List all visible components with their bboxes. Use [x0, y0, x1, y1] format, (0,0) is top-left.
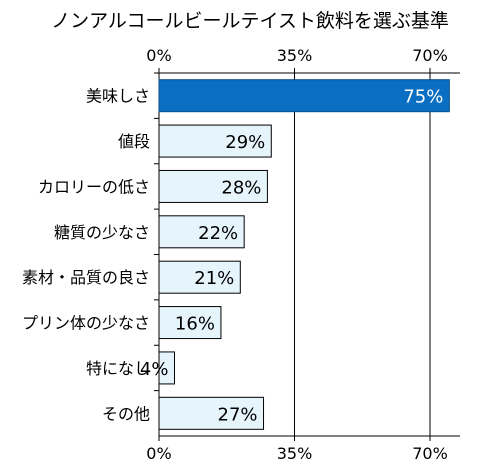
- data-label: 29%: [225, 132, 265, 153]
- bar: [158, 124, 272, 158]
- data-label: 27%: [218, 404, 258, 425]
- tick-label-bottom: 70%: [412, 444, 448, 463]
- bar: [158, 79, 450, 113]
- data-label: 22%: [198, 223, 238, 244]
- data-label: 16%: [175, 314, 215, 335]
- tick-label-top: 70%: [412, 46, 448, 65]
- data-label: 28%: [221, 177, 261, 198]
- tick-label-bottom: 35%: [277, 444, 313, 463]
- chart-title: ノンアルコールビールテイスト飲料を選ぶ基準: [51, 10, 449, 32]
- tick-label-top: 0%: [146, 46, 171, 65]
- category-label: その他: [102, 404, 150, 423]
- bar: [158, 306, 222, 340]
- bar: [158, 260, 241, 294]
- category-label: カロリーの低さ: [38, 177, 150, 196]
- data-label: 75%: [403, 87, 443, 108]
- bar: [158, 215, 245, 249]
- category-label: 特になし: [86, 359, 150, 378]
- category-label: 美味しさ: [86, 87, 150, 106]
- data-label: 21%: [194, 268, 234, 289]
- category-label: 値段: [118, 132, 150, 151]
- category-label: 素材・品質の良さ: [22, 268, 150, 287]
- tick-label-top: 35%: [277, 46, 313, 65]
- category-label: 糖質の少なさ: [54, 223, 150, 242]
- tick-label-bottom: 0%: [146, 444, 171, 463]
- bar: [158, 396, 265, 430]
- category-label: プリン体の少なさ: [22, 314, 150, 333]
- bar: [158, 169, 268, 203]
- bar: [158, 351, 175, 385]
- data-label: 4%: [140, 359, 169, 380]
